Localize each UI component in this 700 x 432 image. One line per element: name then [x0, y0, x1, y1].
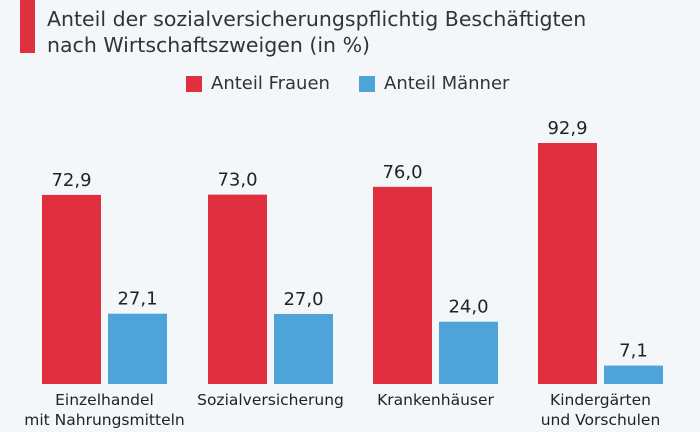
category-label: Krankenhäuser	[377, 391, 494, 409]
category-label: Sozialversicherung	[197, 391, 344, 409]
category-label: und Vorschulen	[541, 411, 661, 429]
legend-item-frauen: Anteil Frauen	[186, 73, 330, 94]
legend-swatch-frauen	[186, 75, 202, 92]
legend-item-maenner: Anteil Männer	[359, 73, 509, 94]
category-label: Kindergärten	[550, 391, 651, 409]
legend-label-frauen: Anteil Frauen	[211, 73, 330, 94]
title-accent-bar	[20, 0, 35, 53]
bar	[208, 194, 267, 384]
data-label: 76,0	[382, 162, 422, 183]
bar	[538, 143, 597, 384]
bar	[373, 186, 432, 384]
title-line-1: Anteil der sozialversicherungspflichtig …	[47, 7, 587, 31]
bar	[439, 321, 498, 384]
data-label: 72,9	[51, 170, 91, 191]
data-label: 73,0	[217, 170, 257, 191]
title-line-2: nach Wirtschaftszweigen (in %)	[47, 33, 371, 57]
category-label: mit Nahrungsmitteln	[24, 411, 185, 429]
category-label: Einzelhandel	[55, 391, 154, 409]
legend-label-maenner: Anteil Männer	[384, 73, 510, 94]
data-label: 7,1	[619, 341, 648, 362]
bar	[274, 313, 333, 384]
data-label: 92,9	[547, 118, 587, 139]
data-label: 24,0	[448, 297, 488, 318]
chart-title: Anteil der sozialversicherungspflichtig …	[47, 6, 586, 58]
data-label: 27,0	[283, 289, 323, 310]
bar	[42, 194, 101, 384]
bar	[604, 365, 663, 384]
legend-swatch-maenner	[359, 75, 375, 92]
data-label: 27,1	[117, 289, 157, 310]
bar	[108, 313, 167, 384]
